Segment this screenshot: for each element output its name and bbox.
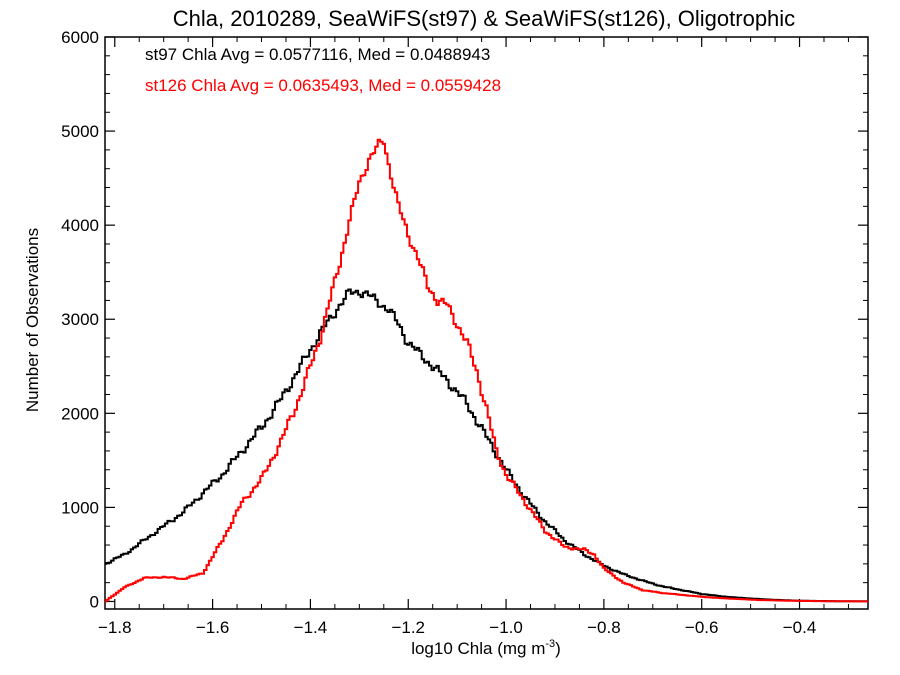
y-axis-label: Number of Observations [23,228,42,412]
series-layer [105,138,868,603]
y-tick-label: 3000 [61,310,99,329]
x-tick-label: −1.4 [294,618,328,637]
chart-title: Chla, 2010289, SeaWiFS(st97) & SeaWiFS(s… [173,6,795,31]
y-tick-labels: 0 1000 2000 3000 4000 5000 6000 [61,28,99,611]
x-tick-label: −1.0 [489,618,523,637]
series-line-1 [105,138,868,603]
y-tick-label: 5000 [61,122,99,141]
x-tick-labels: −1.8 −1.6 −1.4 −1.2 −1.0 −0.8 −0.6 −0.4 [98,618,816,637]
x-tick-label: −1.8 [98,618,132,637]
y-tick-label: 1000 [61,498,99,517]
x-tick-label: −0.8 [587,618,621,637]
annotation-st126: st126 Chla Avg = 0.0635493, Med = 0.0559… [145,76,501,95]
x-tick-label: −1.6 [196,618,230,637]
y-tick-label: 6000 [61,28,99,47]
x-axis-label: log10 Chla (mg m-3) [411,638,561,658]
x-tick-label: −0.6 [685,618,719,637]
series-line-0 [105,288,868,603]
axis-ticks [105,36,868,609]
plot-frame [104,36,869,610]
y-tick-label: 4000 [61,216,99,235]
y-tick-label: 2000 [61,404,99,423]
x-tick-label: −0.4 [783,618,817,637]
y-tick-label: 0 [90,592,99,611]
annotation-st97: st97 Chla Avg = 0.0577116, Med = 0.04889… [145,45,490,64]
x-tick-label: −1.2 [391,618,425,637]
